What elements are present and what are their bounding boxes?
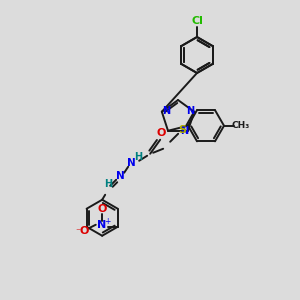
- Text: N: N: [116, 171, 124, 181]
- Text: O: O: [157, 128, 166, 138]
- Text: O: O: [79, 226, 88, 236]
- Text: N: N: [162, 106, 170, 116]
- Text: ⁻: ⁻: [75, 228, 80, 238]
- Text: +: +: [105, 217, 111, 226]
- Text: N: N: [186, 106, 194, 116]
- Text: Cl: Cl: [191, 16, 203, 26]
- Text: H: H: [104, 179, 112, 189]
- Text: N: N: [97, 220, 106, 230]
- Text: N: N: [180, 126, 188, 136]
- Text: S: S: [178, 125, 186, 135]
- Text: H: H: [134, 152, 142, 162]
- Text: O: O: [97, 204, 106, 214]
- Text: CH₃: CH₃: [232, 121, 250, 130]
- Text: N: N: [127, 158, 136, 168]
